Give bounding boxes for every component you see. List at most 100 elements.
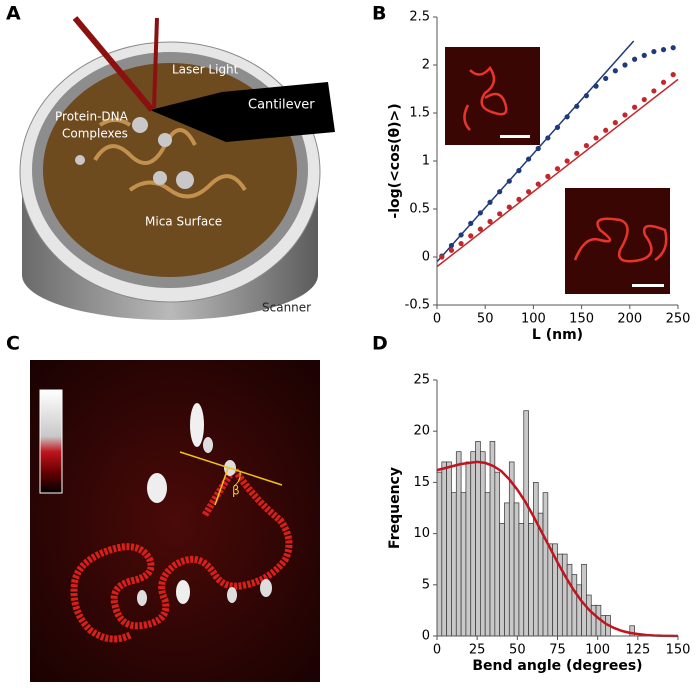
scale-bar [632, 284, 664, 287]
bar [547, 543, 554, 637]
data-point [506, 178, 512, 184]
data-point [670, 45, 676, 51]
data-point [651, 88, 657, 94]
x-tick-label: 50 [477, 312, 494, 327]
scale-bar [500, 135, 530, 138]
y-tick-label: 0.5 [409, 202, 430, 217]
bar [499, 523, 505, 637]
protein-peak [176, 580, 190, 604]
data-point [564, 158, 570, 164]
bar [451, 492, 457, 637]
data-point [525, 189, 532, 195]
y-axis-label: Frequency [387, 467, 403, 549]
x-tick-label: 50 [509, 643, 526, 658]
fit-curve [436, 460, 679, 638]
inset [445, 47, 670, 294]
bar [542, 492, 549, 637]
x-tick-label: 150 [569, 312, 594, 327]
panel-label: D [372, 333, 388, 355]
protein-peak [147, 473, 167, 503]
x-tick-label: 0 [433, 643, 441, 658]
data-point [545, 173, 551, 179]
x-axis-label: Bend angle (degrees) [472, 658, 642, 674]
cantilever [150, 82, 335, 142]
bar [465, 461, 472, 637]
x-tick-label: 25 [469, 643, 486, 658]
data-point [583, 93, 590, 99]
bar [600, 615, 607, 637]
afm-image: β [30, 360, 320, 682]
bar [576, 584, 582, 637]
data-point [468, 233, 474, 239]
bar [518, 523, 525, 637]
protein [176, 171, 194, 189]
data-point [458, 232, 464, 238]
x-axis-label: L (nm) [532, 327, 583, 343]
angle-arc [233, 471, 241, 487]
bar [484, 492, 491, 637]
bar [489, 441, 496, 637]
y-axis-label: -log(<cos(θ)>) [387, 103, 403, 218]
data-point [497, 211, 503, 217]
protein [132, 117, 148, 133]
bar [460, 492, 467, 637]
data-point [651, 48, 657, 55]
x-tick-label: 200 [617, 312, 642, 327]
data-point [622, 112, 628, 118]
bar [523, 410, 529, 637]
data-point [545, 135, 551, 141]
data-point [583, 143, 590, 149]
angle-line [179, 451, 283, 486]
data-point [487, 218, 493, 225]
dna-trace [573, 217, 668, 263]
data-point [603, 127, 609, 133]
x-tick-label: 125 [625, 643, 650, 658]
y-tick-label: 20 [413, 424, 430, 439]
bar [508, 461, 515, 637]
laser-beam [72, 16, 155, 112]
data-point [554, 124, 561, 130]
data-point [632, 56, 638, 62]
label: Complexes [62, 127, 128, 141]
data-point [516, 196, 522, 202]
panel-label: A [6, 3, 21, 25]
data-point [641, 52, 647, 59]
data-point [516, 168, 522, 174]
x-tick-label: 75 [549, 643, 566, 658]
protein-peak [227, 587, 237, 603]
fit-line [436, 78, 679, 268]
data-point [622, 62, 628, 68]
data-point [439, 254, 445, 260]
bar [436, 471, 443, 637]
data-point [448, 247, 455, 253]
y-tick-label: 2 [422, 58, 430, 73]
data-point [612, 120, 618, 126]
data-point [670, 72, 676, 78]
label: Protein-DNA [55, 110, 129, 124]
x-tick-label: 100 [521, 312, 546, 327]
bar [480, 451, 486, 637]
bar [590, 604, 597, 637]
protein-peak [137, 590, 147, 606]
bar [475, 441, 481, 637]
inset-image [445, 47, 540, 145]
data-point [641, 96, 647, 103]
data-point [593, 83, 599, 89]
bar [566, 563, 573, 637]
y-tick-label: 25 [413, 373, 430, 388]
label: Mica Surface [145, 215, 222, 229]
label: Laser Light [172, 63, 239, 77]
data-point [603, 75, 609, 82]
data-point [574, 103, 580, 109]
angle-line [214, 467, 229, 506]
laser-beam [152, 17, 159, 109]
dna-strand [70, 468, 293, 643]
data-point [477, 210, 483, 216]
data-point [487, 199, 493, 205]
y-tick-label: 1 [422, 154, 430, 169]
bar [513, 502, 520, 637]
data-point [535, 145, 541, 152]
data-point [593, 135, 599, 141]
dna [93, 118, 247, 199]
protein-peak [260, 579, 272, 597]
